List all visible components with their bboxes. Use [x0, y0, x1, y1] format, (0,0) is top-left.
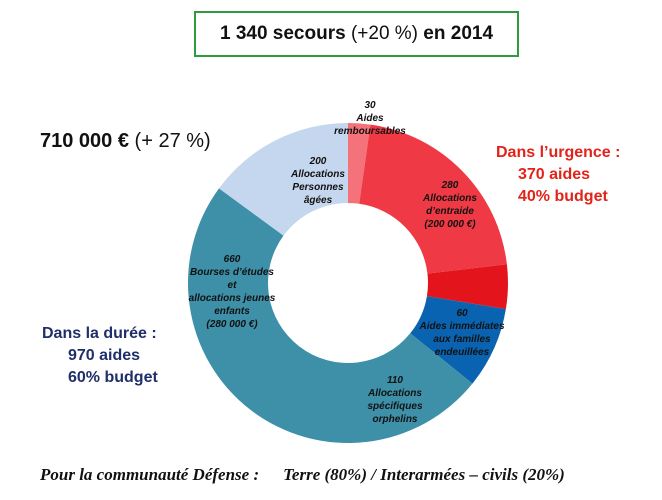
slice-label: 200 Allocations Personnes âgées — [290, 156, 345, 206]
total-amount: 710 000 € — [40, 130, 129, 152]
summary-box: 1 340 secours (+20 %) en 2014 — [194, 11, 519, 57]
duree-budget: 60% budget — [68, 369, 158, 386]
urgence-block: Dans l’urgence : 370 aides 40% budget — [496, 142, 620, 208]
slice-label: 30 Aides remboursables — [334, 100, 406, 137]
total-change: (+ 27 %) — [134, 130, 211, 152]
donut-slice — [426, 264, 509, 310]
donut-slice — [359, 124, 507, 274]
footer-right: Terre (80%) / Interarmées – civils (20%) — [283, 465, 565, 484]
duree-title: Dans la durée : — [42, 325, 157, 342]
urgence-budget: 40% budget — [518, 188, 608, 205]
footer-note: Pour la communauté Défense : Terre (80%) … — [40, 465, 640, 485]
donut-slice — [188, 188, 473, 443]
duree-aides: 970 aides — [68, 347, 141, 364]
total-budget: 710 000 € (+ 27 %) — [40, 130, 211, 153]
donut-slice — [348, 123, 371, 204]
slice-label: 660 Bourses d’études et allocations jeunes e… — [189, 254, 276, 330]
duree-block: Dans la durée : 970 aides 60% budget — [42, 323, 158, 389]
slice-label: 60 Aides immédiates aux familles endeuillée… — [418, 308, 504, 358]
footer-left: Pour la communauté Défense : — [40, 465, 260, 484]
donut-slice — [218, 123, 348, 236]
slice-label: 280 Allocations d’entraide (200 000 €) — [422, 180, 477, 230]
donut-slice — [410, 296, 506, 384]
urgence-title: Dans l’urgence : — [496, 144, 621, 161]
slice-label: 110 Allocations spécifiques orphelins — [367, 375, 423, 425]
urgence-aides: 370 aides — [518, 166, 591, 183]
total-secours: 1 340 secours — [219, 23, 346, 44]
secours-change: (+20 %) — [350, 23, 419, 44]
year-label: en 2014 — [423, 23, 494, 44]
